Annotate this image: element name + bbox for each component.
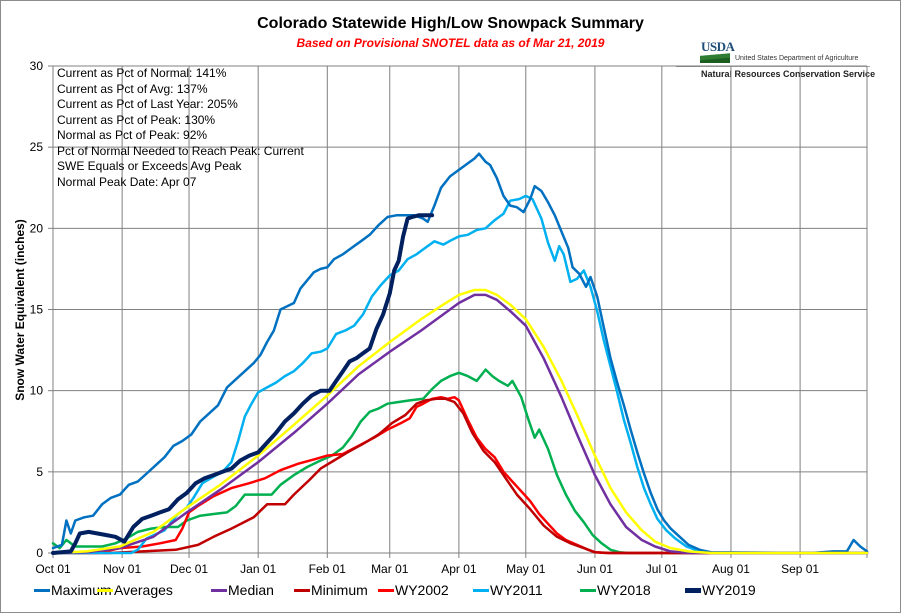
stats-box: Current as Pct of Normal: 141% Current a… — [57, 66, 304, 190]
x-tick-label: May 01 — [506, 562, 546, 576]
series-line-maximum — [51, 152, 869, 555]
x-tick-label: Jun 01 — [577, 562, 613, 576]
legend-swatch — [378, 588, 394, 592]
legend-label: Averages — [114, 582, 173, 598]
tick-labels: 0 5 10 15 20 25 30 Oct 01 Nov 01 Dec 01 Jan 01 Feb … — [30, 59, 820, 576]
x-tick-label: Jan 01 — [240, 562, 276, 576]
chart-legend: Maximum Averages Median Minimum WY2002 WY2011… — [0, 582, 901, 602]
legend-label: WY2011 — [490, 582, 543, 598]
series-line-wy2011 — [51, 194, 869, 555]
y-tick-label: 30 — [30, 59, 44, 73]
legend-item-wy2018: WY2018 — [580, 582, 651, 598]
y-tick-label: 0 — [36, 546, 43, 560]
legend-item-averages: Averages — [97, 582, 173, 598]
x-tick-label: Dec 01 — [170, 562, 208, 576]
legend-label: Median — [228, 582, 274, 598]
legend-label: WY2002 — [395, 582, 449, 598]
chart-subtitle: Based on Provisional SNOTEL data as of M… — [296, 36, 605, 50]
stat-line: Normal as Pct of Peak: 92% — [57, 128, 208, 142]
stat-line: Current as Pct of Normal: 141% — [57, 66, 227, 80]
y-tick-label: 5 — [36, 465, 43, 479]
legend-label: Minimum — [311, 582, 368, 598]
legend-label: WY2019 — [702, 582, 756, 598]
legend-item-median: Median — [211, 582, 274, 598]
usda-wordmark: USDA — [701, 39, 735, 54]
legend-swatch — [473, 588, 489, 592]
x-tick-label: Sep 01 — [781, 562, 819, 576]
x-tick-label: Jul 01 — [646, 562, 678, 576]
legend-label: Maximum — [51, 582, 112, 598]
stat-line: SWE Equals or Exceeds Avg Peak — [57, 159, 242, 173]
usda-department-name: United States Department of Agriculture — [735, 55, 859, 62]
stat-line: Pct of Normal Needed to Reach Peak: Curr… — [57, 143, 304, 158]
stat-line: Current as Pct of Peak: 130% — [57, 112, 216, 127]
legend-swatch — [294, 588, 310, 592]
legend-item-wy2011: WY2011 — [473, 582, 543, 598]
legend-item-wy2019: WY2019 — [685, 582, 756, 598]
x-tick-label: Nov 01 — [103, 562, 141, 576]
stat-line: Current as Pct of Avg: 137% — [57, 81, 208, 96]
series-line-minimum — [51, 397, 869, 555]
legend-item-minimum: Minimum — [294, 582, 368, 598]
legend-swatch — [34, 588, 50, 592]
y-tick-label: 15 — [30, 303, 44, 317]
stat-line: Normal Peak Date: Apr 07 — [57, 174, 197, 189]
series-line-wy2002 — [51, 395, 869, 555]
series-line-median — [51, 293, 869, 555]
usda-landscape-icon — [700, 53, 730, 63]
legend-swatch — [580, 588, 596, 592]
legend-label: WY2018 — [597, 582, 651, 598]
gridlines — [53, 65, 868, 558]
x-tick-label: Mar 01 — [371, 562, 409, 576]
y-axis-label: Snow Water Equivalent (inches) — [13, 219, 27, 401]
x-tick-label: Oct 01 — [35, 562, 71, 576]
series-line-averages — [51, 288, 869, 555]
series-lines — [51, 152, 869, 555]
series-line-wy2018 — [51, 368, 869, 555]
y-tick-label: 10 — [30, 384, 44, 398]
chart-title: Colorado Statewide High/Low Snowpack Sum… — [257, 15, 644, 32]
legend-swatch — [97, 588, 113, 592]
legend-item-maximum: Maximum — [34, 582, 112, 598]
x-tick-label: Apr 01 — [441, 562, 477, 576]
legend-swatch — [685, 587, 701, 593]
legend-swatch — [211, 588, 227, 592]
series-line-wy2019 — [51, 213, 435, 555]
nrcs-name: Natural Resources Conservation Service — [701, 69, 876, 79]
y-tick-label: 25 — [30, 140, 44, 154]
legend-item-wy2002: WY2002 — [378, 582, 449, 598]
x-tick-label: Aug 01 — [712, 562, 750, 576]
x-tick-label: Feb 01 — [309, 562, 347, 576]
stat-line: Current as Pct of Last Year: 205% — [57, 97, 238, 111]
y-tick-label: 20 — [30, 221, 44, 235]
